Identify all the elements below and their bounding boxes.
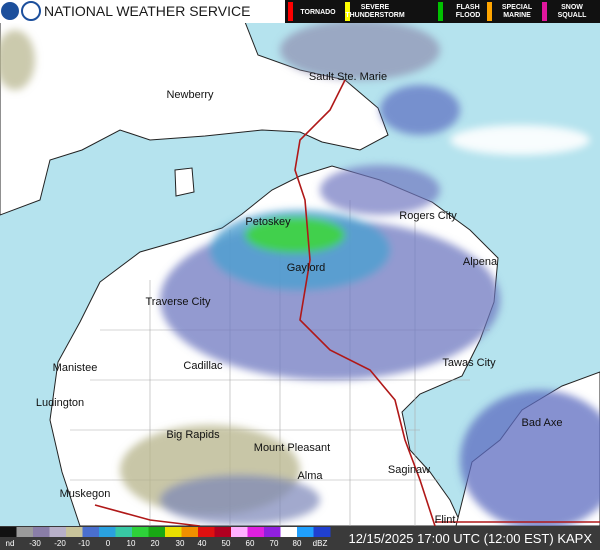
warning-swatch bbox=[438, 2, 443, 21]
header-title: NATIONAL WEATHER SERVICE bbox=[44, 3, 250, 19]
warning-label: FLASH bbox=[456, 4, 479, 11]
city-label: Mount Pleasant bbox=[254, 442, 330, 454]
scale-label: 50 bbox=[222, 539, 231, 548]
city-label: Bad Axe bbox=[522, 417, 563, 429]
scale-label: 10 bbox=[127, 539, 136, 548]
warning-label: SEVERE bbox=[361, 4, 390, 11]
warning-label: MARINE bbox=[503, 12, 531, 19]
scale-label: nd bbox=[6, 539, 15, 548]
radar-echoes bbox=[0, 20, 600, 530]
city-label: Petoskey bbox=[245, 216, 291, 228]
scale-swatch bbox=[231, 527, 248, 537]
city-label: Manistee bbox=[53, 362, 98, 374]
warning-label: FLOOD bbox=[456, 12, 481, 19]
city-label: Big Rapids bbox=[166, 429, 220, 441]
scale-swatch bbox=[297, 527, 314, 537]
highways bbox=[94, 79, 600, 527]
scale-swatch bbox=[99, 527, 116, 537]
city-label: Saginaw bbox=[388, 464, 430, 476]
warning-swatch bbox=[542, 2, 547, 21]
dbz-scale: nd -30 -20 -10 0 10 20 30 40 50 60 70 80 dBZ bbox=[0, 527, 331, 548]
scale-swatch bbox=[181, 527, 199, 537]
timestamp: 12/15/2025 17:00 UTC (12:00 EST) KAPX bbox=[348, 531, 592, 546]
warning-swatch bbox=[487, 2, 492, 21]
scale-label: -20 bbox=[54, 539, 66, 548]
city-label: Tawas City bbox=[442, 357, 496, 369]
warning-swatch bbox=[345, 2, 350, 21]
scale-label: -30 bbox=[29, 539, 41, 548]
city-label: Sault Ste. Marie bbox=[309, 71, 387, 83]
warning-label: SQUALL bbox=[558, 12, 588, 19]
scale-label: dBZ bbox=[313, 539, 328, 548]
scale-swatch bbox=[280, 527, 298, 537]
scale-label: 20 bbox=[151, 539, 160, 548]
city-label: Gaylord bbox=[287, 262, 326, 274]
scale-swatch bbox=[214, 527, 232, 537]
city-label: Cadillac bbox=[183, 360, 223, 372]
scale-swatch bbox=[313, 527, 331, 537]
scale-swatch bbox=[16, 527, 34, 537]
city-label: Alma bbox=[297, 470, 323, 482]
noaa-logo bbox=[1, 2, 19, 20]
city-labels: Sault Ste. Marie Newberry Petoskey Rogers C… bbox=[36, 71, 563, 526]
warning-label: THUNDERSTORM bbox=[345, 12, 405, 19]
warning-swatch bbox=[288, 2, 293, 21]
warning-label: TORNADO bbox=[300, 9, 336, 16]
scale-swatch bbox=[66, 527, 83, 537]
scale-swatch bbox=[115, 527, 133, 537]
scale-swatch bbox=[49, 527, 67, 537]
city-label: Traverse City bbox=[146, 296, 211, 308]
scale-swatch bbox=[165, 527, 182, 537]
scale-label: -10 bbox=[78, 539, 90, 548]
scale-swatch bbox=[198, 527, 215, 537]
scale-swatch bbox=[264, 527, 281, 537]
nws-logo bbox=[21, 1, 41, 21]
city-label: Newberry bbox=[166, 89, 214, 101]
city-label: Rogers City bbox=[399, 210, 457, 222]
city-label: Alpena bbox=[463, 256, 498, 268]
scale-label: 60 bbox=[246, 539, 255, 548]
scale-label: 0 bbox=[106, 539, 111, 548]
city-label: Muskegon bbox=[60, 488, 111, 500]
scale-label: 40 bbox=[198, 539, 207, 548]
scale-label: 30 bbox=[176, 539, 185, 548]
city-label: Ludington bbox=[36, 397, 84, 409]
scale-swatch bbox=[0, 527, 17, 537]
scale-swatch bbox=[132, 527, 149, 537]
city-label: Flint bbox=[435, 514, 456, 526]
scale-swatch bbox=[247, 527, 265, 537]
warning-label: SNOW bbox=[561, 4, 583, 11]
scale-label: 70 bbox=[270, 539, 279, 548]
scale-swatch bbox=[82, 527, 100, 537]
scale-swatch bbox=[33, 527, 50, 537]
warning-label: SPECIAL bbox=[502, 4, 533, 11]
scale-swatch bbox=[148, 527, 166, 537]
scale-label: 80 bbox=[293, 539, 302, 548]
